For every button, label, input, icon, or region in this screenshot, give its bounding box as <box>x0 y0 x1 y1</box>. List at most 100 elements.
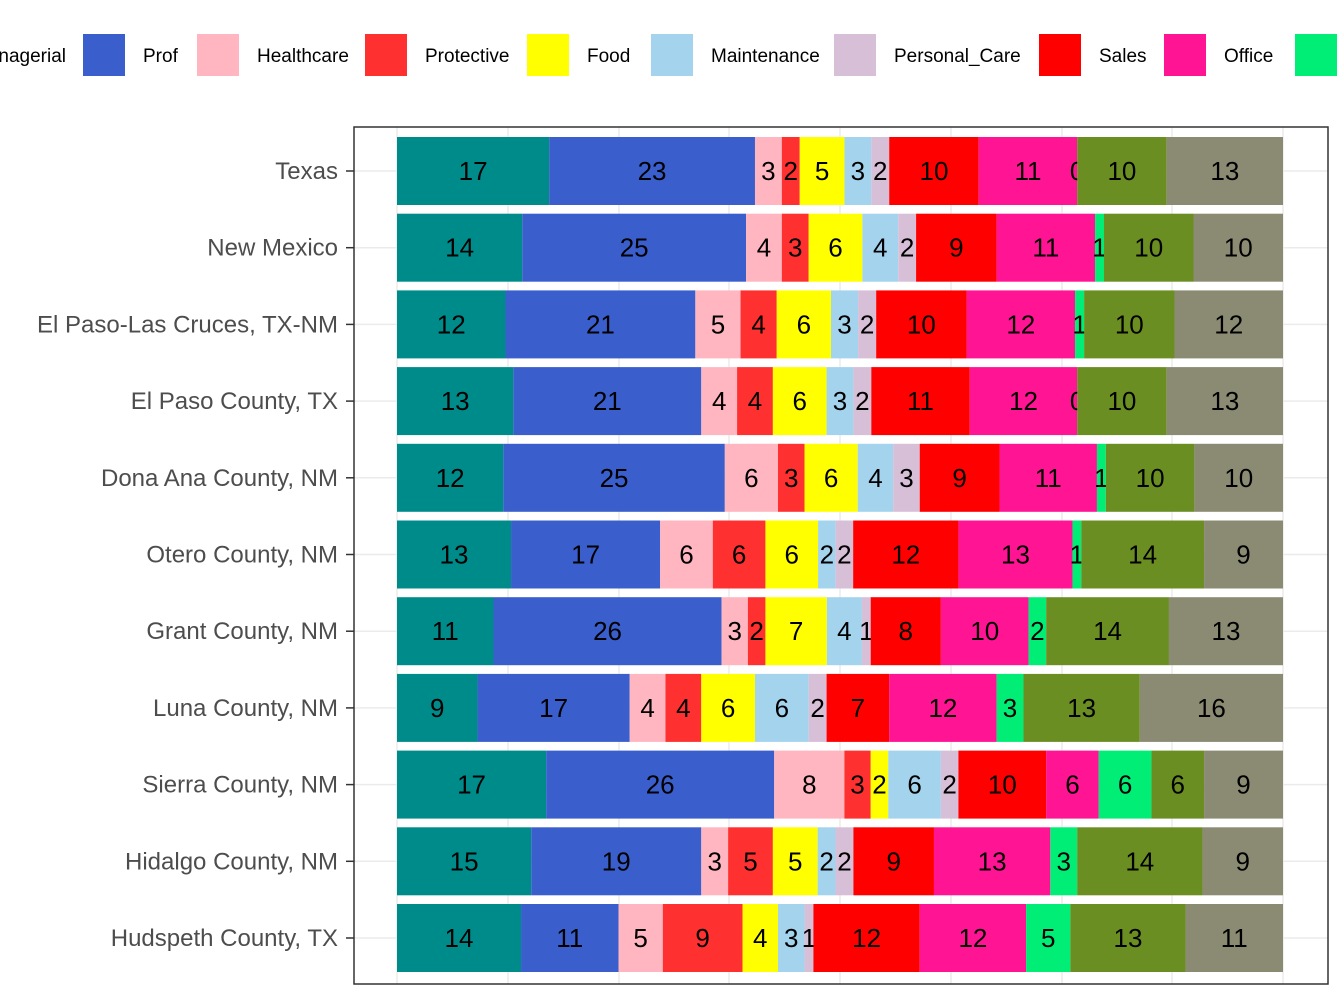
bar-segment <box>1070 904 1186 972</box>
data-label: 1 <box>859 616 873 646</box>
data-label: 1 <box>1092 233 1106 263</box>
data-label: 3 <box>1057 846 1071 876</box>
bar-segment <box>397 673 478 742</box>
bar-segment <box>701 367 738 436</box>
data-label: 9 <box>1235 846 1249 876</box>
data-label: 9 <box>1236 540 1250 570</box>
data-label: 11 <box>907 386 934 416</box>
bar-segment <box>1151 750 1205 819</box>
data-label: 4 <box>751 309 765 339</box>
bar-row: 9 17 4 4 6 6 2 7 12 3 13 16 <box>397 673 1283 742</box>
bar-segment <box>1105 443 1195 512</box>
y-tick-label: Grant County, NM <box>146 618 338 645</box>
bar-segment <box>1096 443 1106 512</box>
bar-segment <box>853 520 959 589</box>
y-axis: Texas New Mexico El Paso-Las Cruces, TX-NM… <box>37 158 354 952</box>
data-label: 3 <box>727 616 741 646</box>
y-tick-label: Hudspeth County, TX <box>111 925 338 952</box>
bar-segment <box>1075 290 1085 359</box>
bar-segment <box>853 827 934 896</box>
legend-item: Protective <box>365 34 509 76</box>
data-label: 6 <box>824 463 838 493</box>
data-label: 2 <box>810 693 824 723</box>
data-label: 2 <box>873 156 887 186</box>
plot-border <box>353 126 1329 985</box>
bar-segment <box>1104 213 1194 282</box>
bar-segment <box>1077 827 1203 896</box>
data-label: 6 <box>775 693 789 723</box>
bar-row: 11 26 3 2 7 4 1 8 10 2 14 13 <box>397 597 1283 666</box>
bar-segment <box>747 597 766 666</box>
bar-segment <box>740 290 777 359</box>
bar-segment <box>804 443 858 512</box>
data-label: 5 <box>743 846 757 876</box>
data-label: 10 <box>1134 233 1163 263</box>
data-label: 12 <box>436 463 465 493</box>
y-tick-label: New Mexico <box>207 235 338 262</box>
data-label: 7 <box>789 616 803 646</box>
bar-segment <box>1046 597 1169 666</box>
bar-segment <box>503 443 725 512</box>
data-label: 2 <box>1030 616 1044 646</box>
legend-item: Maintenance <box>651 34 820 76</box>
data-label: 14 <box>1128 540 1157 570</box>
bar-segment <box>765 520 819 589</box>
legend-key <box>527 34 569 76</box>
bar-segment <box>835 827 854 896</box>
bar-segment <box>549 137 755 205</box>
bar-segment <box>1166 367 1283 436</box>
data-label: 13 <box>440 540 469 570</box>
bar-segment <box>721 597 748 666</box>
data-label: 14 <box>1093 616 1122 646</box>
data-label: 3 <box>788 233 802 263</box>
bar-segment <box>940 750 959 819</box>
bar-segment <box>1077 137 1167 205</box>
bar-segment <box>774 750 845 819</box>
bar-segment <box>804 904 814 972</box>
data-label: 3 <box>837 309 851 339</box>
bar-segment <box>808 213 863 282</box>
bar-segment <box>1168 597 1283 666</box>
legend-key <box>651 34 693 76</box>
data-label: 4 <box>676 693 690 723</box>
data-label: 9 <box>886 846 900 876</box>
data-label: 4 <box>748 386 762 416</box>
data-label: 11 <box>1221 923 1248 953</box>
legend-label: Sales <box>1099 46 1147 67</box>
data-label: 2 <box>860 309 874 339</box>
data-label: 6 <box>907 770 921 800</box>
data-label: 1 <box>1072 309 1086 339</box>
bar-segment <box>1202 827 1283 896</box>
bar-segment <box>844 137 872 205</box>
bar-segment <box>754 137 782 205</box>
data-label: 17 <box>539 693 568 723</box>
bar-segment <box>888 750 941 819</box>
data-label: 12 <box>1006 309 1035 339</box>
data-label: 6 <box>732 540 746 570</box>
legend-label: Maintenance <box>711 46 820 67</box>
legend-key <box>83 34 125 76</box>
bar-segment <box>397 367 514 436</box>
data-label: 4 <box>712 386 726 416</box>
bar-segment <box>522 213 747 282</box>
bar-segment <box>826 673 890 742</box>
bar-segment <box>940 597 1029 666</box>
bar-segment <box>742 904 778 972</box>
bar-segment <box>477 673 630 742</box>
data-label: 12 <box>437 309 466 339</box>
data-label: 15 <box>450 846 479 876</box>
bar-segment <box>772 827 818 896</box>
bar-segment <box>1026 904 1071 972</box>
data-label: 12 <box>958 923 987 953</box>
data-label: 6 <box>797 309 811 339</box>
bar-segment <box>397 137 550 205</box>
data-label: 6 <box>785 540 799 570</box>
data-label: 5 <box>788 846 802 876</box>
bar-segment <box>397 750 547 819</box>
bar-segment <box>772 367 827 436</box>
bar-segment <box>853 367 872 436</box>
bar-segment <box>701 827 729 896</box>
data-label: 9 <box>1236 770 1250 800</box>
data-label: 5 <box>815 156 829 186</box>
